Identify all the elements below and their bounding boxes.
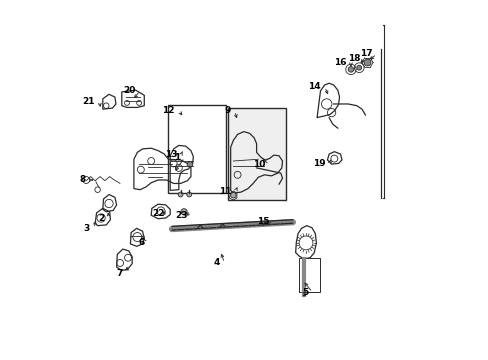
Text: 4: 4 (213, 258, 220, 267)
Text: 21: 21 (82, 97, 95, 106)
Text: 23: 23 (175, 211, 187, 220)
Circle shape (187, 162, 192, 167)
Text: 16: 16 (334, 58, 346, 67)
Circle shape (347, 67, 353, 72)
Bar (167, 105, 225, 193)
Text: 22: 22 (151, 210, 164, 219)
Text: 2: 2 (98, 213, 104, 222)
Bar (227, 108, 285, 200)
Circle shape (230, 193, 236, 198)
Text: 6: 6 (138, 238, 144, 247)
Text: 1: 1 (174, 153, 180, 162)
Text: 9: 9 (224, 107, 230, 115)
Text: 7: 7 (116, 269, 122, 278)
Text: 10: 10 (252, 160, 264, 169)
Circle shape (186, 192, 191, 197)
Text: 20: 20 (123, 86, 136, 95)
Text: 13: 13 (164, 150, 177, 158)
Text: 15: 15 (256, 217, 269, 226)
Text: 12: 12 (162, 107, 174, 115)
Bar (299, 258, 319, 292)
Circle shape (181, 209, 187, 215)
Circle shape (356, 65, 361, 70)
Text: 19: 19 (312, 159, 325, 168)
Text: 3: 3 (83, 224, 89, 233)
Text: 17: 17 (359, 49, 371, 58)
Text: 11: 11 (219, 186, 231, 195)
Circle shape (364, 59, 370, 66)
Text: 14: 14 (307, 82, 320, 91)
Circle shape (178, 192, 183, 197)
Text: 8: 8 (79, 175, 85, 184)
Text: 5: 5 (302, 288, 308, 297)
Text: 18: 18 (347, 54, 360, 63)
